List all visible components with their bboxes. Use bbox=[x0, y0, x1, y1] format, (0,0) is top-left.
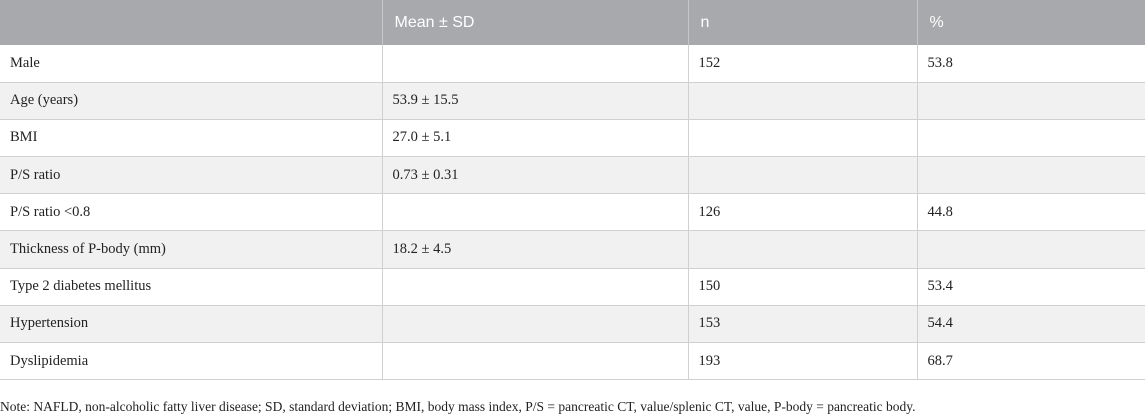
table-row: Age (years) 53.9 ± 15.5 bbox=[0, 82, 1145, 120]
cell-n: 150 bbox=[687, 268, 917, 306]
cell-n bbox=[687, 230, 917, 269]
table-row: Male 152 53.8 bbox=[0, 45, 1145, 83]
cell-percent: 44.8 bbox=[916, 193, 1145, 232]
cell-mean-sd: 53.9 ± 15.5 bbox=[381, 82, 688, 120]
table-header: Mean ± SD n % bbox=[0, 0, 1145, 45]
cell-mean-sd bbox=[381, 342, 688, 381]
header-percent: % bbox=[916, 0, 1145, 45]
cell-n: 126 bbox=[687, 193, 917, 232]
cell-percent: 53.4 bbox=[916, 268, 1145, 306]
table-row: P/S ratio 0.73 ± 0.31 bbox=[0, 156, 1145, 195]
cell-percent: 54.4 bbox=[916, 305, 1145, 344]
cell-variable: Dyslipidemia bbox=[0, 342, 382, 381]
header-row: Mean ± SD n % bbox=[0, 0, 1145, 45]
cell-percent bbox=[916, 156, 1145, 195]
table-row: BMI 27.0 ± 5.1 bbox=[0, 119, 1145, 158]
cell-mean-sd: 0.73 ± 0.31 bbox=[381, 156, 688, 195]
cell-mean-sd: 18.2 ± 4.5 bbox=[381, 230, 688, 269]
cell-mean-sd bbox=[381, 305, 688, 344]
cell-variable: Age (years) bbox=[0, 82, 382, 120]
cell-percent: 53.8 bbox=[916, 45, 1145, 83]
table-footnote: Note: NAFLD, non-alcoholic fatty liver d… bbox=[0, 399, 916, 414]
characteristics-table: Mean ± SD n % Male 152 53.8 Age (years) … bbox=[0, 0, 1145, 381]
cell-percent: 68.7 bbox=[916, 342, 1145, 381]
cell-n bbox=[687, 119, 917, 158]
cell-variable: Type 2 diabetes mellitus bbox=[0, 268, 382, 306]
table-row: Dyslipidemia 193 68.7 bbox=[0, 342, 1145, 381]
cell-variable: P/S ratio <0.8 bbox=[0, 193, 382, 232]
header-variable bbox=[0, 0, 382, 45]
table-row: Type 2 diabetes mellitus 150 53.4 bbox=[0, 268, 1145, 306]
cell-mean-sd bbox=[381, 193, 688, 232]
table-body: Male 152 53.8 Age (years) 53.9 ± 15.5 BM… bbox=[0, 45, 1145, 381]
table-row: Hypertension 153 54.4 bbox=[0, 305, 1145, 344]
cell-mean-sd: 27.0 ± 5.1 bbox=[381, 119, 688, 158]
cell-percent bbox=[916, 82, 1145, 120]
cell-n: 152 bbox=[687, 45, 917, 83]
cell-n: 153 bbox=[687, 305, 917, 344]
cell-percent bbox=[916, 119, 1145, 158]
cell-n: 193 bbox=[687, 342, 917, 381]
table-row: P/S ratio <0.8 126 44.8 bbox=[0, 193, 1145, 232]
cell-percent bbox=[916, 230, 1145, 269]
header-n: n bbox=[687, 0, 917, 45]
cell-mean-sd bbox=[381, 268, 688, 306]
cell-variable: Thickness of P-body (mm) bbox=[0, 230, 382, 269]
cell-n bbox=[687, 156, 917, 195]
cell-mean-sd bbox=[381, 45, 688, 83]
cell-variable: BMI bbox=[0, 119, 382, 158]
cell-n bbox=[687, 82, 917, 120]
cell-variable: P/S ratio bbox=[0, 156, 382, 195]
cell-variable: Hypertension bbox=[0, 305, 382, 344]
cell-variable: Male bbox=[0, 45, 382, 83]
header-mean-sd: Mean ± SD bbox=[381, 0, 688, 45]
table-row: Thickness of P-body (mm) 18.2 ± 4.5 bbox=[0, 230, 1145, 269]
